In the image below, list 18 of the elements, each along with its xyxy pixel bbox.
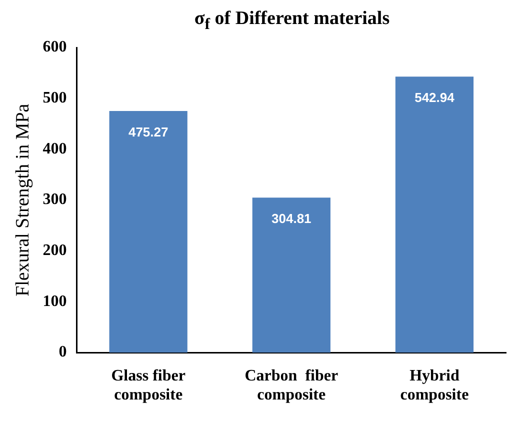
bar bbox=[109, 110, 188, 352]
y-tick-label: 300 bbox=[42, 191, 67, 208]
y-tick-label: 0 bbox=[58, 344, 67, 361]
bar bbox=[395, 76, 474, 352]
y-tick-label: 200 bbox=[42, 242, 67, 259]
chart-title: σ$_{f}$ of Different materials bbox=[193, 8, 391, 34]
x-tick-label: Carbon fiber composite bbox=[244, 367, 338, 404]
data-label: 542.94 bbox=[414, 90, 456, 105]
y-axis-title: Flexural Strength in MPa bbox=[12, 103, 34, 296]
y-tick-label: 400 bbox=[42, 140, 67, 158]
data-label: 304.81 bbox=[272, 211, 312, 226]
data-label: 475.27 bbox=[128, 124, 168, 140]
x-tick-label: Glass fiber composite bbox=[111, 367, 186, 404]
y-tick-label: 500 bbox=[42, 89, 67, 106]
x-tick-label: Hybrid composite bbox=[400, 367, 469, 404]
bar bbox=[252, 197, 330, 352]
y-tick-label: 600 bbox=[42, 38, 67, 56]
y-tick-label: 100 bbox=[42, 292, 67, 310]
